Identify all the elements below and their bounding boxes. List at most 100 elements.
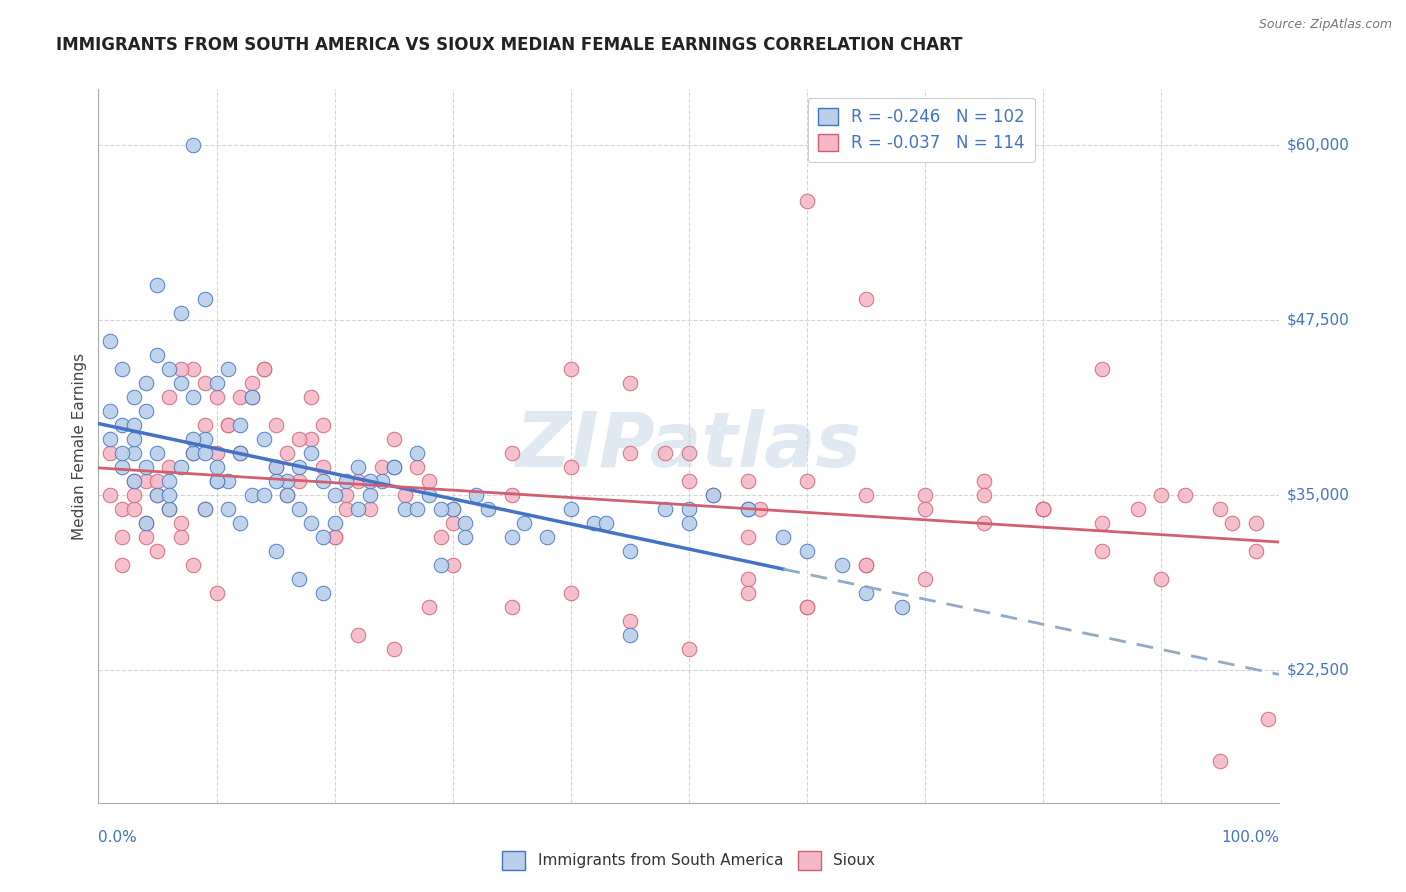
Point — [796, 544, 818, 558]
Point — [111, 530, 134, 544]
Point — [194, 446, 217, 460]
Point — [146, 446, 169, 460]
Point — [855, 488, 877, 502]
Point — [205, 586, 228, 600]
Point — [453, 530, 475, 544]
Point — [181, 362, 204, 376]
Point — [394, 488, 416, 502]
Point — [194, 417, 217, 432]
Point — [678, 446, 700, 460]
Point — [181, 432, 204, 446]
Point — [560, 460, 582, 475]
Point — [98, 404, 121, 418]
Point — [157, 502, 180, 516]
Text: IMMIGRANTS FROM SOUTH AMERICA VS SIOUX MEDIAN FEMALE EARNINGS CORRELATION CHART: IMMIGRANTS FROM SOUTH AMERICA VS SIOUX M… — [56, 36, 963, 54]
Point — [418, 599, 440, 614]
Point — [855, 292, 877, 306]
Point — [1032, 502, 1054, 516]
Point — [619, 614, 641, 628]
Point — [796, 194, 818, 208]
Point — [441, 502, 464, 516]
Point — [299, 432, 322, 446]
Point — [359, 474, 381, 488]
Point — [619, 628, 641, 642]
Point — [973, 488, 995, 502]
Point — [111, 460, 134, 475]
Point — [1220, 516, 1243, 530]
Point — [229, 417, 252, 432]
Point — [347, 474, 370, 488]
Point — [772, 530, 794, 544]
Point — [335, 502, 357, 516]
Point — [122, 502, 145, 516]
Point — [157, 474, 180, 488]
Point — [619, 446, 641, 460]
Point — [146, 488, 169, 502]
Point — [299, 390, 322, 404]
Point — [157, 488, 180, 502]
Point — [973, 474, 995, 488]
Point — [205, 376, 228, 390]
Point — [914, 488, 936, 502]
Point — [98, 446, 121, 460]
Point — [430, 530, 453, 544]
Point — [205, 446, 228, 460]
Point — [536, 530, 558, 544]
Point — [264, 417, 287, 432]
Point — [1126, 502, 1149, 516]
Point — [382, 432, 405, 446]
Point — [512, 516, 534, 530]
Point — [1174, 488, 1197, 502]
Legend: Immigrants from South America, Sioux: Immigrants from South America, Sioux — [495, 843, 883, 877]
Point — [194, 292, 217, 306]
Point — [181, 558, 204, 572]
Point — [347, 460, 370, 475]
Point — [323, 516, 346, 530]
Text: 100.0%: 100.0% — [1222, 830, 1279, 845]
Point — [264, 474, 287, 488]
Point — [229, 446, 252, 460]
Point — [122, 474, 145, 488]
Point — [146, 474, 169, 488]
Point — [418, 474, 440, 488]
Point — [276, 446, 298, 460]
Point — [595, 516, 617, 530]
Point — [654, 446, 676, 460]
Point — [170, 306, 193, 320]
Point — [312, 460, 335, 475]
Point — [240, 390, 263, 404]
Point — [122, 390, 145, 404]
Point — [678, 516, 700, 530]
Point — [335, 488, 357, 502]
Point — [157, 460, 180, 475]
Point — [347, 628, 370, 642]
Point — [157, 390, 180, 404]
Point — [253, 432, 276, 446]
Point — [217, 502, 239, 516]
Point — [1244, 516, 1267, 530]
Point — [371, 460, 394, 475]
Point — [146, 544, 169, 558]
Point — [737, 502, 759, 516]
Point — [122, 446, 145, 460]
Point — [170, 516, 193, 530]
Point — [477, 502, 499, 516]
Point — [312, 417, 335, 432]
Point — [240, 376, 263, 390]
Point — [406, 460, 429, 475]
Point — [111, 502, 134, 516]
Point — [217, 474, 239, 488]
Point — [170, 376, 193, 390]
Point — [335, 474, 357, 488]
Point — [453, 516, 475, 530]
Point — [253, 362, 276, 376]
Point — [1032, 502, 1054, 516]
Point — [217, 417, 239, 432]
Point — [323, 488, 346, 502]
Point — [737, 586, 759, 600]
Point — [382, 460, 405, 475]
Point — [702, 488, 724, 502]
Point — [111, 558, 134, 572]
Point — [1091, 544, 1114, 558]
Point — [678, 502, 700, 516]
